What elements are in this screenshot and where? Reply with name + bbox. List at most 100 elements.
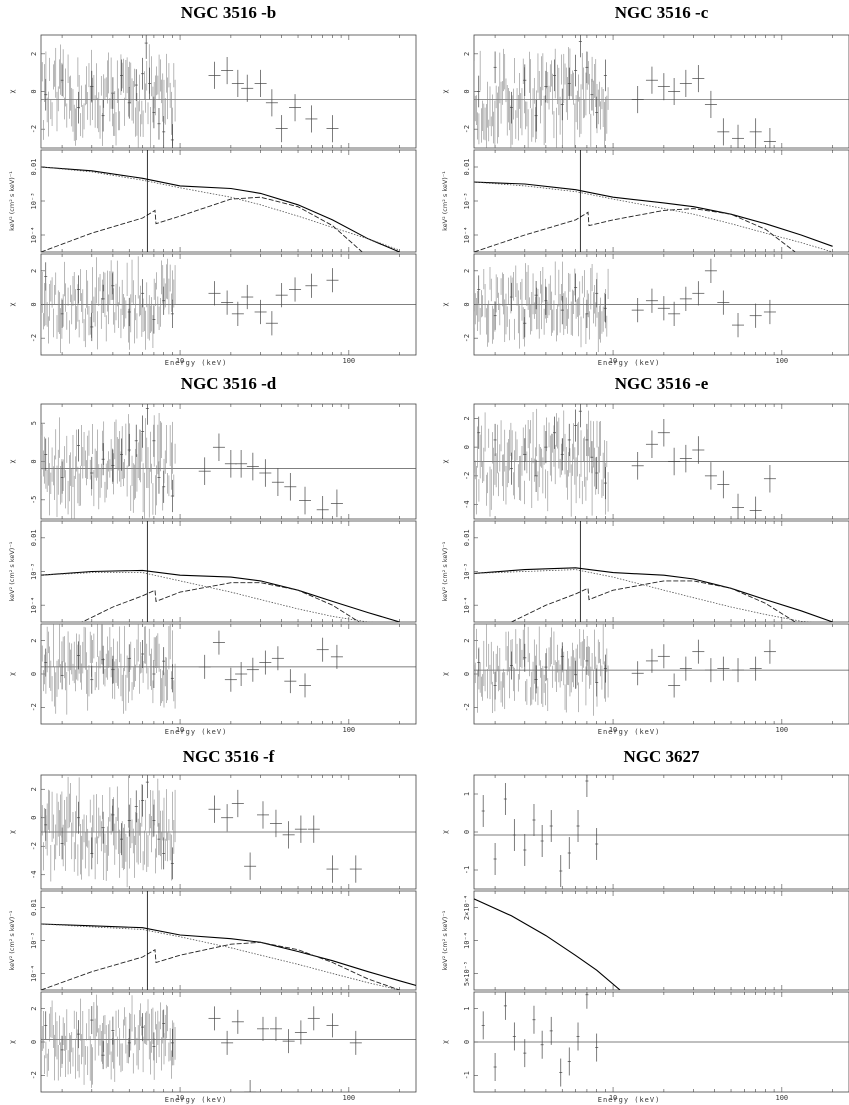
y-tick-label: 2 [463, 52, 471, 56]
y-tick-label: 10⁻⁴ [30, 965, 38, 982]
y-tick-label: 0 [463, 445, 471, 449]
y-tick-label: -4 [30, 871, 38, 879]
panel-residuals-top: -2 0 2 χ [8, 34, 417, 149]
x-tick-label: 10 [176, 1094, 184, 1102]
y-tick-label: 0 [463, 1040, 471, 1044]
plot-area [474, 775, 849, 887]
y-tick-label: 0.01 [30, 899, 38, 916]
y-tick-label: -2 [463, 472, 471, 480]
model-total [41, 166, 400, 252]
y-tick-label: -2 [30, 842, 38, 850]
y-tick-label: 2 [463, 639, 471, 643]
panel-frame [473, 774, 849, 890]
y-tick-label: 0.01 [30, 159, 38, 176]
x-tick-label: 10 [609, 357, 617, 365]
y-tick-label: 0.01 [463, 159, 471, 176]
x-tick-label: 10 [176, 357, 184, 365]
y-axis-label: keV² (cm² s keV)⁻¹ [441, 171, 449, 231]
y-axis-label: χ [8, 89, 16, 93]
y-tick-label: 5 [30, 421, 38, 425]
y-tick-label: 0 [30, 672, 38, 676]
panel-frame [40, 991, 417, 1093]
plot-area [41, 775, 416, 888]
y-tick-label: 0 [30, 302, 38, 306]
plot-area [474, 521, 833, 622]
model-reflection [474, 208, 796, 252]
panel-frame [473, 520, 849, 623]
y-tick-label: -1 [463, 1071, 471, 1079]
y-tick-label: 2×10⁻⁴ [463, 895, 471, 920]
y-axis-label: keV² (cm² s keV)⁻¹ [8, 171, 16, 231]
model-reflection [41, 941, 400, 990]
plot-area [474, 258, 849, 353]
y-axis-label: χ [8, 672, 16, 676]
x-tick-label: 10 [609, 726, 617, 734]
y-tick-label: -2 [463, 334, 471, 342]
model-total [474, 898, 621, 990]
y-axis-label: χ [441, 89, 449, 93]
panel-frame [40, 403, 417, 520]
chart-5: NGC 3516 -f -4 -2 0 2 χ 10⁻⁴ 10⁻³ 0.01 keV² (cm² … [8, 747, 417, 1104]
model-power-law [41, 572, 375, 622]
y-tick-label: 0 [30, 89, 38, 93]
model-total [474, 181, 833, 247]
panel-residuals-top: -5 0 5 χ [8, 403, 417, 520]
plot-area [41, 994, 416, 1092]
y-tick-label: 2 [30, 269, 38, 273]
plot-area [474, 404, 849, 519]
panel-residuals-top: -4 -2 0 2 χ [441, 403, 849, 520]
y-axis-label: χ [441, 1040, 449, 1044]
model-reflection [511, 580, 796, 622]
x-tick-label: 100 [343, 1094, 356, 1102]
panel-residuals-bottom: -2 0 2 χ 10 100 Energy (keV) [8, 253, 417, 367]
model-reflection [81, 582, 361, 622]
y-tick-label: 5×10⁻⁵ [463, 961, 471, 986]
y-tick-label: 0 [30, 459, 38, 463]
x-tick-label: 100 [776, 1094, 789, 1102]
y-tick-label: 0 [30, 816, 38, 820]
y-tick-label: -2 [463, 125, 471, 133]
x-tick-label: 100 [343, 357, 356, 365]
plot-area [41, 256, 416, 354]
panel-frame [473, 890, 849, 991]
y-tick-label: 2 [30, 639, 38, 643]
panel-model: 5×10⁻⁵ 10⁻⁴ 2×10⁻⁴ keV² (cm² s keV)⁻¹ [441, 890, 849, 991]
panel-residuals-top: -2 0 2 χ [441, 34, 849, 149]
y-tick-label: 0 [463, 830, 471, 834]
panel-residuals-bottom: -2 0 2 χ 10 100 Energy (keV) [8, 991, 417, 1104]
y-tick-label: 0 [463, 672, 471, 676]
panel-frame [473, 34, 849, 149]
plot-area [41, 521, 400, 622]
x-tick-label: 100 [776, 357, 789, 365]
plot-area [41, 150, 400, 252]
y-axis-label: χ [441, 830, 449, 834]
y-tick-label: 0 [463, 89, 471, 93]
panel-frame [40, 623, 417, 725]
chart-1: NGC 3516 -b -2 0 2 χ 10⁻⁴ 10⁻³ 0.01 keV² (cm² s … [8, 3, 417, 367]
y-axis-label: χ [8, 1040, 16, 1044]
panel-frame [40, 34, 417, 149]
chart-4: NGC 3516 -e -4 -2 0 2 χ 10⁻⁴ 10⁻³ 0.01 keV² (cm² … [441, 374, 849, 736]
model-power-law [41, 166, 400, 251]
model-total [41, 569, 400, 622]
chart-2: NGC 3516 -c -2 0 2 χ 10⁻⁴ 10⁻³ 0.01 keV² (cm² s … [441, 3, 849, 367]
plot-area [474, 898, 621, 990]
panel-model: 10⁻⁴ 10⁻³ 0.01 keV² (cm² s keV)⁻¹ [8, 890, 417, 991]
plot-area [474, 992, 849, 1087]
x-axis-label: Energy (keV) [165, 359, 228, 367]
panel-residuals-bottom: -2 0 2 χ 10 100 Energy (keV) [441, 623, 849, 736]
x-tick-label: 100 [776, 726, 789, 734]
panel-model: 10⁻⁴ 10⁻³ 0.01 keV² (cm² s keV)⁻¹ [8, 520, 417, 623]
chart-title: NGC 3516 -c [615, 3, 709, 22]
y-tick-label: 2 [463, 416, 471, 420]
y-tick-label: 10⁻⁴ [463, 932, 471, 949]
y-tick-label: 2 [30, 1007, 38, 1011]
y-axis-label: χ [8, 302, 16, 306]
y-tick-label: -1 [463, 866, 471, 874]
panel-model: 10⁻⁴ 10⁻³ 0.01 keV² (cm² s keV)⁻¹ [8, 149, 417, 253]
y-tick-label: 10⁻³ [30, 932, 38, 949]
panel-frame [473, 149, 849, 253]
y-tick-label: 10⁻³ [463, 563, 471, 580]
panel-residuals-bottom: -2 0 2 χ 10 100 Energy (keV) [8, 623, 417, 736]
